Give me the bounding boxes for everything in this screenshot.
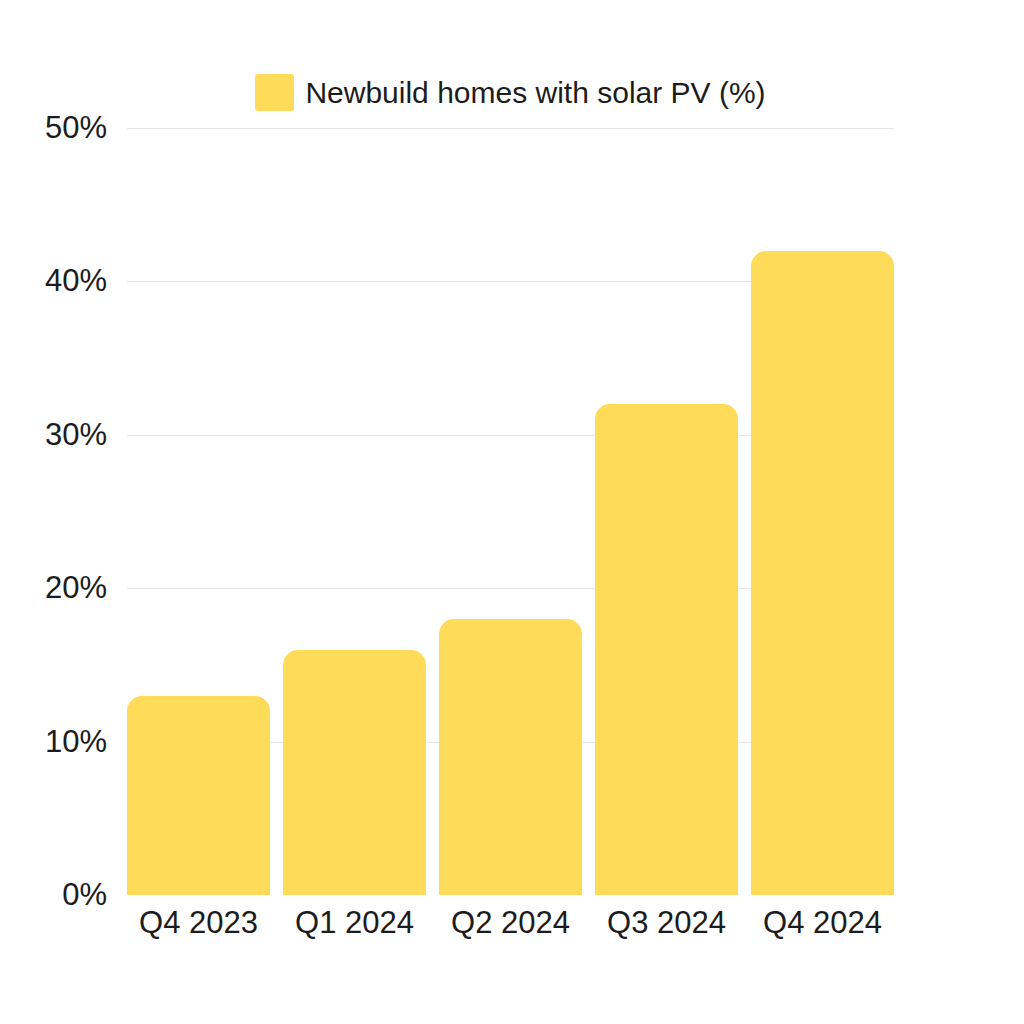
y-axis-label: 20%: [0, 570, 107, 606]
legend-swatch: [255, 74, 294, 111]
legend: Newbuild homes with solar PV (%): [127, 70, 894, 114]
y-axis-label: 40%: [0, 263, 107, 299]
y-axis-label: 30%: [0, 417, 107, 453]
x-axis-label: Q1 2024: [283, 905, 426, 941]
x-axis-label: Q4 2024: [751, 905, 894, 941]
plot-area: [127, 128, 894, 895]
x-axis-label: Q4 2023: [127, 905, 270, 941]
chart-canvas: Newbuild homes with solar PV (%) 0% 10% 20…: [0, 0, 1024, 1024]
bar-q4-2024: [751, 251, 894, 895]
legend-label: Newbuild homes with solar PV (%): [305, 74, 765, 111]
x-axis: Q4 2023 Q1 2024 Q2 2024 Q3 2024 Q4 2024: [127, 905, 894, 941]
y-axis-label: 10%: [0, 724, 107, 760]
x-axis-label: Q2 2024: [439, 905, 582, 941]
y-axis-label: 0%: [0, 877, 107, 913]
bar-q3-2024: [595, 404, 738, 895]
bar-series: [127, 128, 894, 895]
bar-q2-2024: [439, 619, 582, 895]
x-axis-label: Q3 2024: [595, 905, 738, 941]
y-axis: 0%10%20%30%40%50%: [0, 128, 107, 895]
y-axis-label: 50%: [0, 110, 107, 146]
bar-q1-2024: [283, 650, 426, 895]
bar-q4-2023: [127, 696, 270, 895]
